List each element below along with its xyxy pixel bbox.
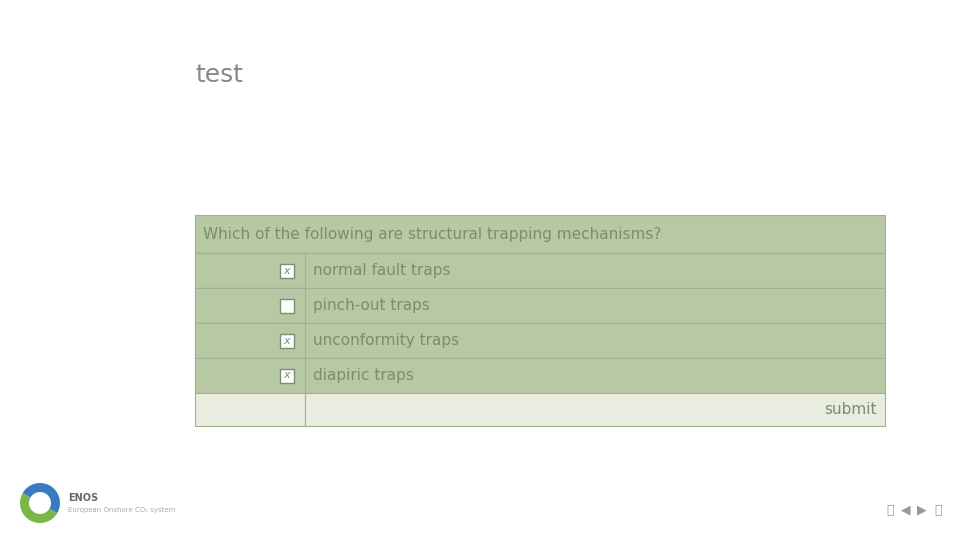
Bar [195,288,885,323]
Bar [195,393,305,426]
Bar [305,393,885,426]
Bar [195,253,885,288]
Text: normal fault traps: normal fault traps [313,263,450,278]
Bar [195,323,885,358]
Wedge shape [23,483,60,513]
Text: x: x [284,335,290,346]
Text: ENOS: ENOS [68,493,98,503]
Text: ◀: ◀ [901,503,911,516]
Bar [195,253,305,288]
Text: European Onshore CO₂ system: European Onshore CO₂ system [68,507,176,513]
Text: ⏮: ⏮ [886,503,894,516]
Text: pinch-out traps: pinch-out traps [313,298,430,313]
Bar [280,264,294,278]
Text: test: test [195,63,243,87]
Bar [195,288,305,323]
Text: x: x [284,266,290,275]
Text: ▶: ▶ [917,503,926,516]
Text: ⏭: ⏭ [934,503,942,516]
Bar [195,358,305,393]
Bar [280,368,294,382]
Text: unconformity traps: unconformity traps [313,333,459,348]
Text: Which of the following are structural trapping mechanisms?: Which of the following are structural tr… [203,226,661,241]
Bar [280,334,294,348]
Bar [280,299,294,313]
Bar [195,323,305,358]
Wedge shape [20,493,58,523]
Bar [195,358,885,393]
Text: x: x [284,370,290,381]
Bar [195,215,885,253]
Text: diapiric traps: diapiric traps [313,368,414,383]
Text: submit: submit [825,402,877,417]
